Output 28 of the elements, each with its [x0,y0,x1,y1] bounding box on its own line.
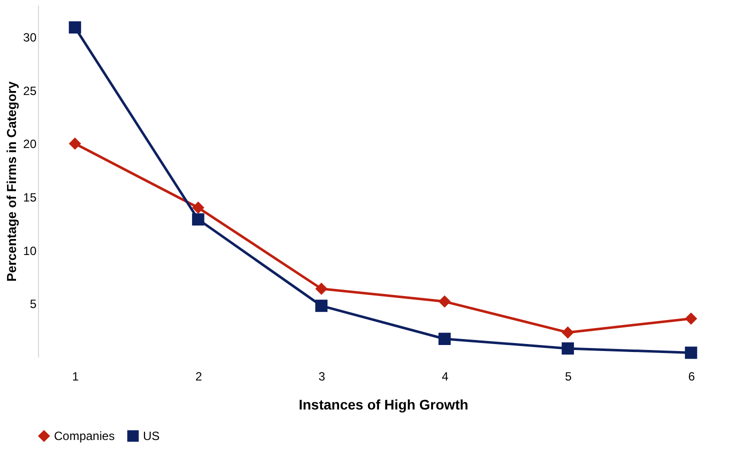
y-axis-title: Percentage of Firms in Category [4,80,20,282]
y-tick-label: 30 [23,30,37,44]
point [438,295,451,308]
x-axis-title: Instances of High Growth [298,396,468,412]
y-tick-label: 20 [23,137,37,152]
x-tick-label: 3 [318,370,326,384]
x-tick-label: 5 [564,370,572,384]
point [684,312,698,325]
legend-label: Companies [54,429,115,443]
point [192,202,204,214]
x-tick-label: 1 [72,370,80,384]
point [562,342,574,355]
y-tick-label: 5 [30,297,37,312]
point [438,332,451,345]
y-tick-label: 25 [23,84,37,98]
point [68,21,82,34]
point [684,346,698,359]
point [315,300,328,312]
legend-label: US [143,429,160,443]
point [562,326,574,339]
x-tick-label: 4 [442,370,449,384]
y-tick-label: 10 [23,244,37,258]
point [192,213,204,226]
x-tick-label: 6 [688,370,696,384]
y-tick-label: 15 [23,190,37,204]
x-tick-label: 2 [195,370,202,384]
point [68,138,82,150]
point [315,282,328,295]
